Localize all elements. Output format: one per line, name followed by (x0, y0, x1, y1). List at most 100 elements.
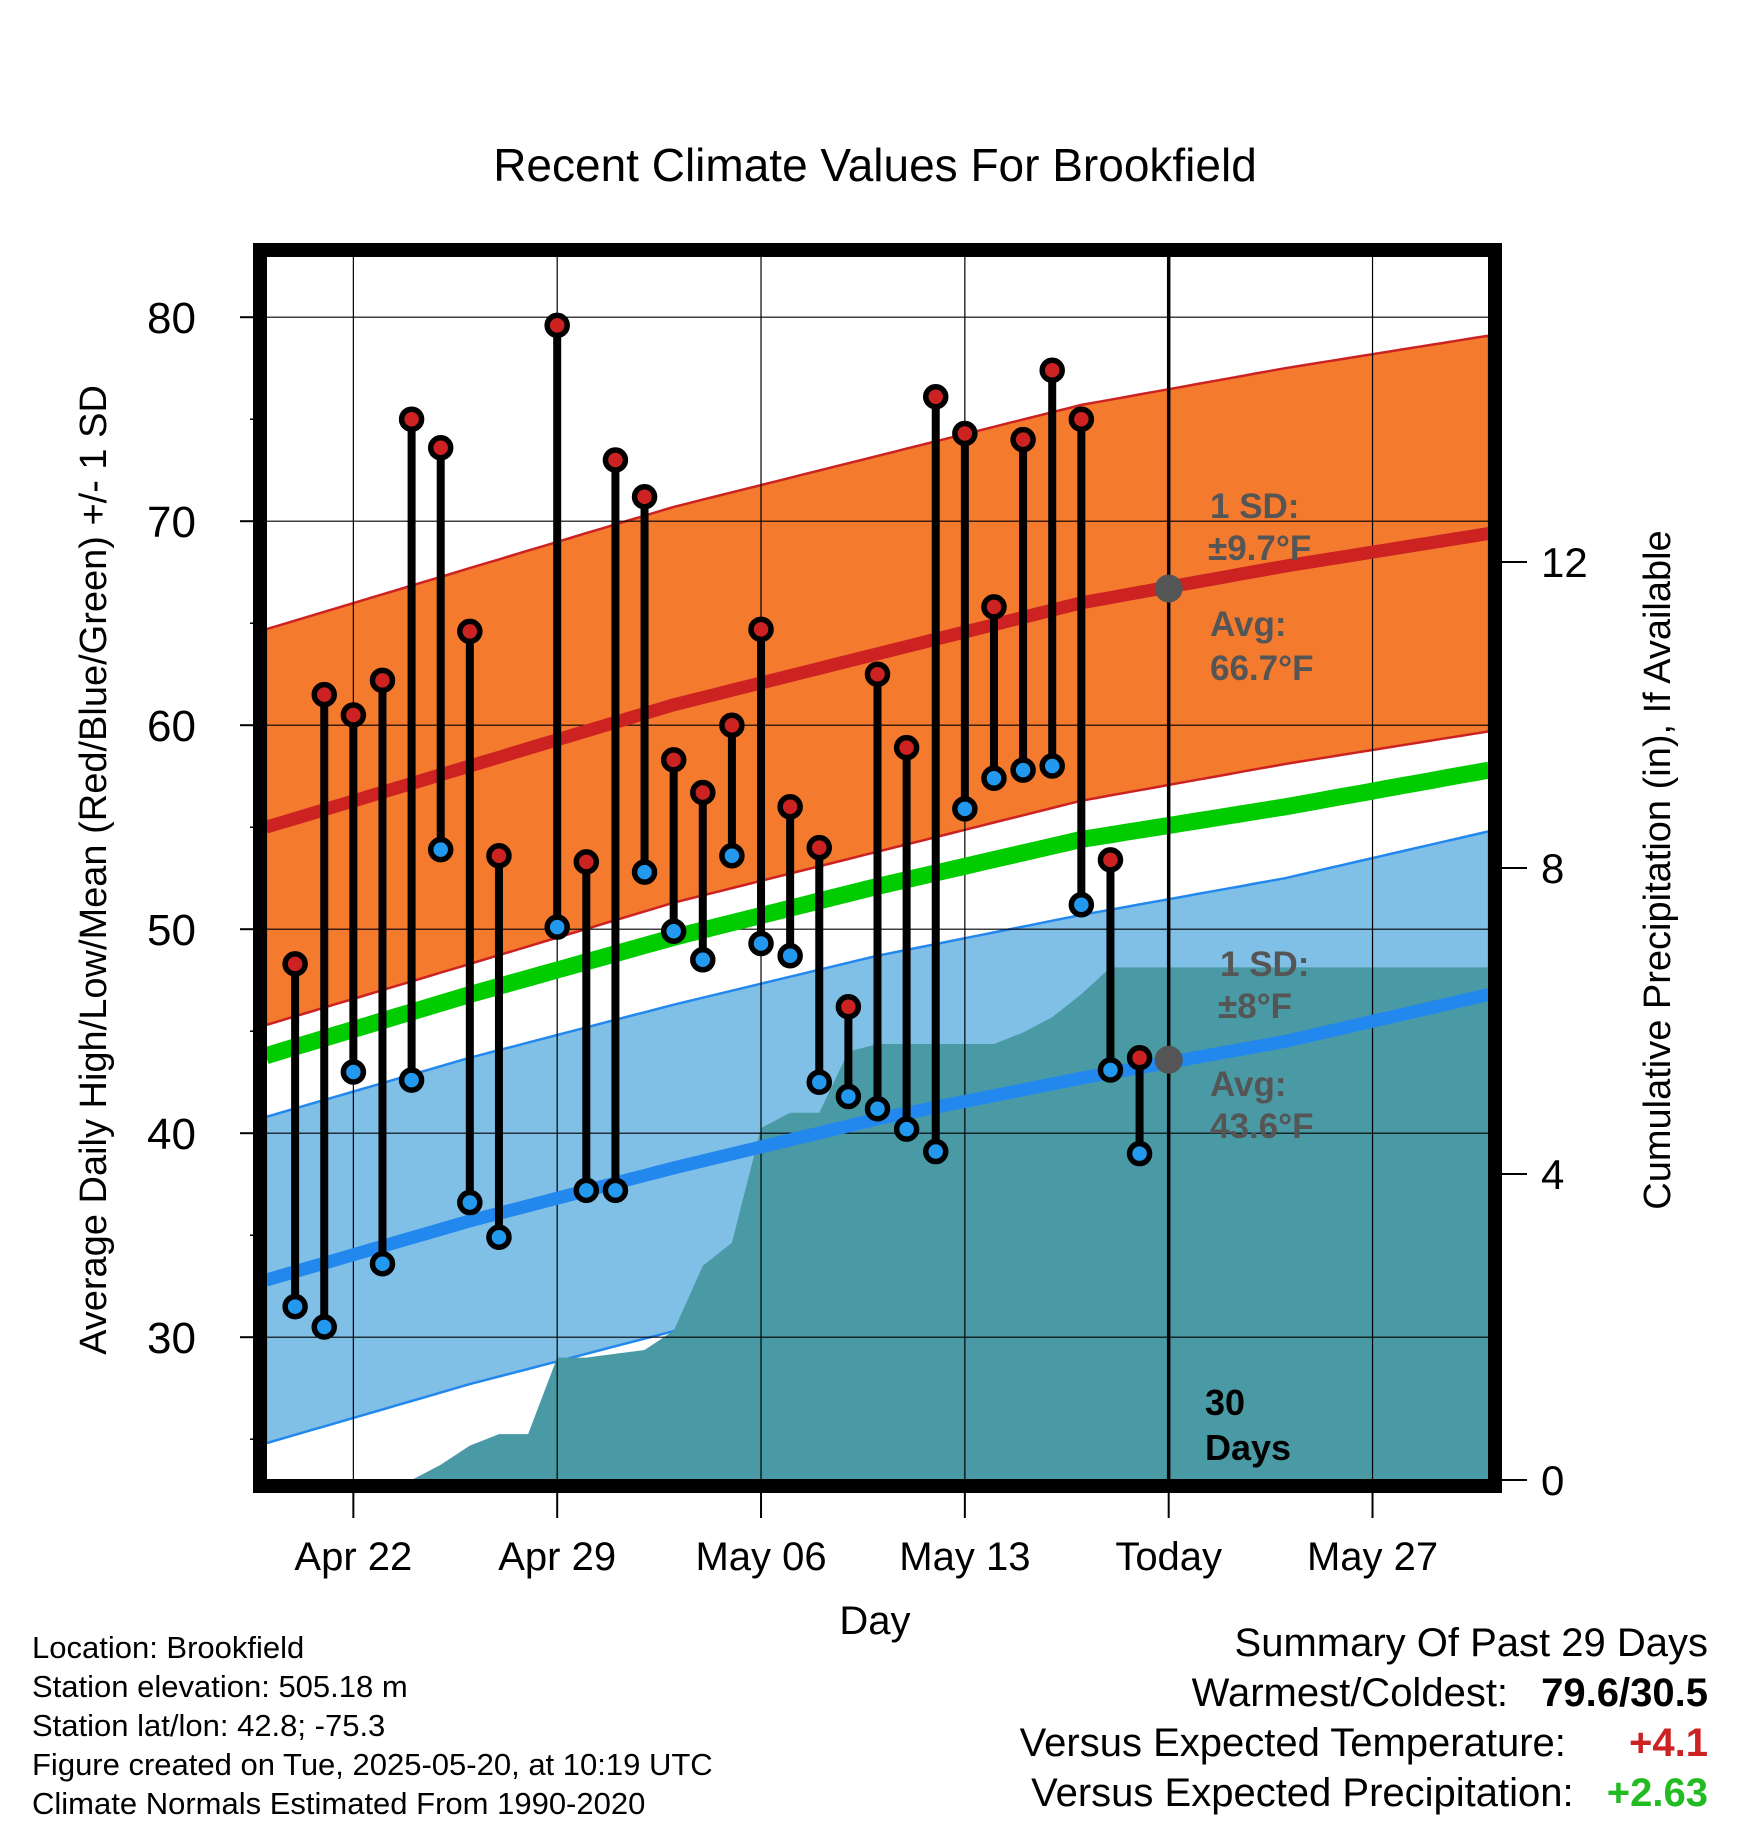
y-tick-label: 50 (147, 906, 196, 955)
high-temp-marker (893, 734, 920, 761)
high-temp-marker (864, 661, 891, 687)
y2-tick-label: 8 (1541, 845, 1564, 892)
annotations: 1 SD: ±9.7°F Avg: 66.7°F 1 SD: ±8°F Avg:… (1205, 487, 1314, 1468)
low-temp-marker (311, 1314, 337, 1340)
low-sd-value: ±8°F (1218, 987, 1292, 1026)
high-temp-marker (1126, 1044, 1153, 1071)
low-temp-marker (777, 942, 803, 969)
low-sd-label: 1 SD: (1220, 945, 1309, 984)
high-temp-marker (340, 702, 367, 728)
low-temp-marker (1068, 891, 1095, 918)
info-elevation: Station elevation: 505.18 m (32, 1669, 408, 1704)
plot-area (266, 256, 1489, 1480)
precip-area (411, 967, 1489, 1480)
low-temp-marker (922, 1138, 949, 1165)
high-temp-marker (457, 618, 483, 645)
warm-cold-label: Warmest/Coldest: (1191, 1671, 1509, 1715)
low-temp-marker (835, 1083, 862, 1110)
summary-title: Summary Of Past 29 Days (1234, 1621, 1708, 1665)
today-days-label: Days (1205, 1427, 1291, 1468)
high-temp-marker (748, 616, 774, 643)
high-temp-marker (1097, 847, 1124, 873)
high-temp-marker (282, 951, 308, 977)
high-avg-label: Avg: (1210, 605, 1286, 644)
high-temp-marker (427, 435, 454, 461)
low-temp-marker (748, 930, 774, 957)
high-temp-marker (544, 312, 570, 339)
low-temp-marker (1097, 1057, 1124, 1083)
x-tick-label: May 13 (899, 1535, 1030, 1579)
y-tick-label: 60 (147, 702, 196, 751)
high-temp-marker (369, 667, 396, 694)
low-temp-marker (660, 918, 687, 944)
low-temp-marker (719, 843, 745, 869)
high-temp-marker (690, 779, 716, 806)
low-temp-marker (486, 1224, 512, 1250)
high-temp-marker (952, 420, 978, 447)
summary-panel: Summary Of Past 29 Days Warmest/Coldest:… (1020, 1618, 1708, 1818)
low-temp-marker (1039, 753, 1065, 779)
warm-cold-value: 79.6/30.5 (1541, 1671, 1708, 1715)
y-axis-label: Average Daily High/Low/Mean (Red/Blue/Gr… (73, 385, 115, 1355)
high-sd-label: 1 SD: (1210, 487, 1299, 526)
y2-tick-label: 12 (1541, 539, 1588, 586)
temp-label: Versus Expected Temperature: (1019, 1721, 1566, 1765)
low-temp-marker (544, 914, 570, 940)
high-temp-marker (1010, 426, 1036, 453)
high-temp-marker (777, 794, 803, 820)
high-temp-marker (1068, 406, 1095, 432)
low-temp-marker (602, 1177, 629, 1204)
y-tick-label: 80 (147, 294, 196, 343)
high-temp-marker (719, 712, 745, 738)
x-tick-label: May 27 (1307, 1535, 1438, 1579)
temp-value: +4.1 (1629, 1721, 1708, 1765)
summary-precip: Versus Expected Precipitation: +2.63 (1020, 1768, 1708, 1818)
low-avg-value: 43.6°F (1210, 1107, 1314, 1146)
high-temp-marker (1039, 357, 1065, 383)
y2-tick-label: 0 (1541, 1457, 1564, 1504)
low-temp-marker (369, 1251, 396, 1277)
info-location: Location: Brookfield (32, 1630, 305, 1665)
x-tick-label: May 06 (695, 1535, 826, 1579)
low-temp-marker (427, 836, 454, 863)
high-temp-marker (631, 483, 658, 510)
low-temp-marker (952, 796, 978, 822)
info-normals: Climate Normals Estimated From 1990-2020 (32, 1786, 646, 1821)
precip-label: Versus Expected Precipitation: (1031, 1771, 1574, 1815)
y2-axis-label: Cumulative Precipitation (in), If Availa… (1637, 530, 1679, 1209)
today-days-count: 30 (1205, 1382, 1245, 1423)
low-temp-marker (690, 947, 716, 973)
low-temp-marker (1126, 1140, 1153, 1167)
high-temp-marker (311, 681, 337, 708)
high-avg-value: 66.7°F (1210, 649, 1314, 688)
chart-title: Recent Climate Values For Brookfield (493, 139, 1257, 191)
summary-temp: Versus Expected Temperature: +4.1 (1020, 1718, 1708, 1768)
low-temp-marker (457, 1189, 483, 1216)
y2-tick-label: 4 (1541, 1151, 1564, 1198)
plot-frame (253, 243, 1502, 1493)
y-tick-label: 40 (147, 1110, 196, 1159)
x-axis-label: Day (839, 1599, 910, 1643)
y-tick-label: 30 (147, 1314, 196, 1363)
low-temp-marker (573, 1177, 600, 1204)
low-temp-marker (398, 1067, 425, 1093)
chart-marks: 30 40 50 60 70 80 0 4 8 12 Apr 22 Apr 29 May 06 May 1… (147, 243, 1588, 1579)
high-temp-marker (602, 447, 629, 473)
high-temp-marker (922, 384, 949, 410)
info-created: Figure created on Tue, 2025-05-20, at 10… (32, 1747, 713, 1782)
precip-value: +2.63 (1606, 1771, 1708, 1815)
low-temp-marker (806, 1069, 833, 1095)
low-temp-marker (1010, 757, 1036, 783)
station-info: Location: Brookfield Station elevation: … (32, 1628, 713, 1823)
low-temp-marker (631, 859, 658, 885)
x-tick-label: Today (1115, 1535, 1222, 1579)
high-temp-marker (573, 849, 600, 875)
today-low-avg-marker (1154, 1045, 1183, 1074)
high-temp-marker (806, 834, 833, 861)
low-temp-marker (282, 1293, 308, 1320)
high-temp-marker (486, 843, 512, 869)
low-temp-marker (864, 1095, 891, 1122)
low-temp-marker (981, 765, 1007, 791)
high-temp-marker (835, 993, 862, 1020)
